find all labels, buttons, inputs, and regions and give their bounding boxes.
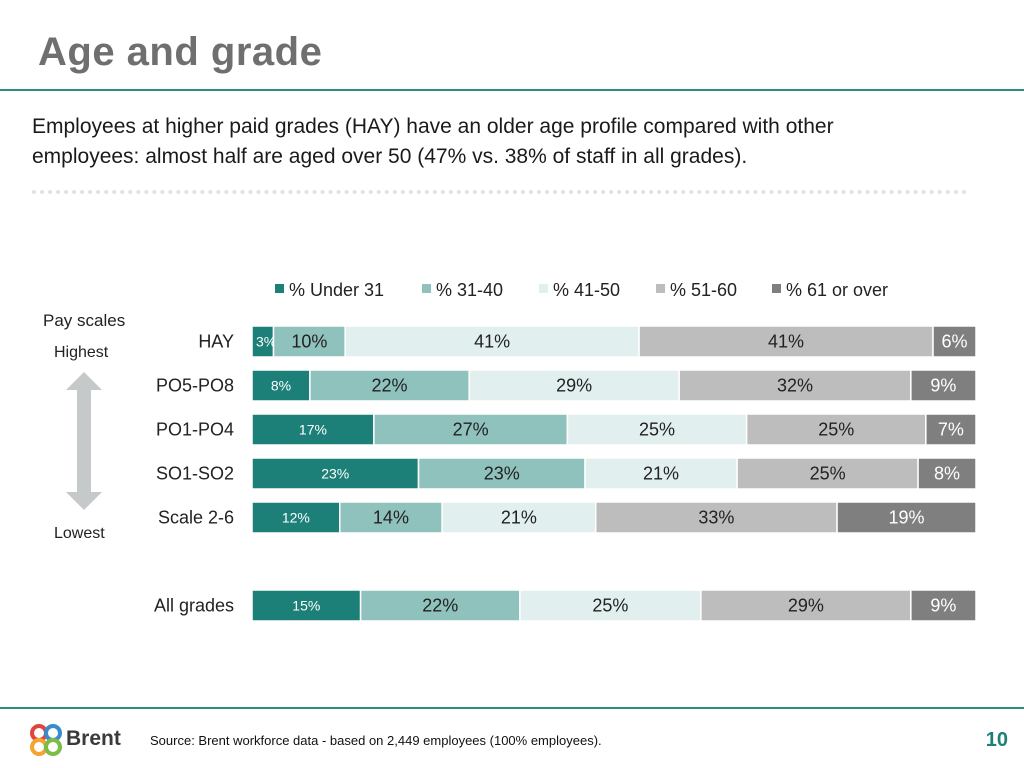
data-label: 9% (930, 376, 956, 396)
data-label: 12% (282, 510, 310, 526)
bar-segment (700, 589, 912, 622)
legend-label: % 31-40 (436, 280, 503, 300)
data-label: 6% (941, 332, 967, 352)
data-label: 25% (818, 420, 854, 440)
bar-segment (251, 413, 375, 446)
category-label: PO5-PO8 (156, 376, 234, 396)
data-label: 21% (643, 464, 679, 484)
category-label: HAY (198, 332, 234, 352)
bar-segment (441, 501, 597, 534)
category-label: All grades (154, 596, 234, 616)
legend-label: % Under 31 (289, 280, 384, 300)
slide-title: Age and grade (38, 30, 323, 74)
data-label: 19% (889, 508, 925, 528)
bar-segment (251, 457, 420, 490)
bar-segment (584, 457, 738, 490)
legend-swatch (656, 284, 665, 293)
bar-segment (344, 325, 640, 358)
bar-segment (638, 325, 934, 358)
page-number: 10 (985, 729, 1008, 751)
data-label: 7% (938, 420, 964, 440)
data-label: 9% (930, 596, 956, 616)
bar-segment (932, 325, 977, 358)
legend-swatch (539, 284, 548, 293)
legend-swatch (772, 284, 781, 293)
data-label: 33% (698, 508, 734, 528)
double-arrow-icon (66, 372, 102, 510)
bar-segment (594, 501, 838, 534)
chart-legend: % Under 31 % 31-40 % 41-50 % 51-60 % 61 or o… (275, 280, 888, 300)
bar-segment (309, 369, 470, 402)
data-label: 25% (592, 596, 628, 616)
legend-swatch (275, 284, 284, 293)
footer-divider (0, 707, 1024, 709)
bar-segment (745, 413, 927, 446)
bar-segment (678, 369, 912, 402)
bar-segment (910, 369, 977, 402)
bar-segment (251, 501, 341, 534)
legend-label: % 41-50 (553, 280, 620, 300)
data-label: 8% (934, 464, 960, 484)
pay-scales-title: Pay scales (43, 311, 125, 330)
bar-segment (272, 325, 346, 358)
lowest-label: Lowest (54, 525, 105, 542)
source-note: Source: Brent workforce data - based on … (150, 733, 602, 748)
data-label: 17% (299, 422, 327, 438)
data-label: 41% (474, 332, 510, 352)
data-label: 25% (810, 464, 846, 484)
pay-scale-axis: Pay scales Highest Lowest (43, 311, 125, 542)
brent-logo-text: Brent (66, 727, 121, 750)
bar-segment (468, 369, 680, 402)
category-label: Scale 2-6 (158, 508, 234, 528)
bar-segment (373, 413, 569, 446)
data-label: 29% (556, 376, 592, 396)
bar-segment (519, 589, 702, 622)
data-label: 10% (291, 332, 327, 352)
legend-swatch (422, 284, 431, 293)
data-label: 41% (768, 332, 804, 352)
data-label: 3% (256, 334, 276, 350)
data-label: 8% (271, 378, 291, 394)
data-label: 21% (501, 508, 537, 528)
data-label: 22% (422, 596, 458, 616)
highest-label: Highest (54, 344, 109, 361)
dotted-divider (32, 190, 967, 194)
title-divider (0, 89, 1024, 91)
age-grade-chart: % Under 31 % 31-40 % 41-50 % 51-60 % 61 or o… (43, 280, 977, 622)
category-label: PO1-PO4 (156, 420, 234, 440)
bar-segment (566, 413, 748, 446)
bar-segment (910, 589, 977, 622)
data-label: 29% (788, 596, 824, 616)
data-label: 27% (453, 420, 489, 440)
bar-segment (925, 413, 977, 446)
category-label: SO1-SO2 (156, 464, 234, 484)
data-label: 23% (321, 466, 349, 482)
data-label: 15% (292, 598, 320, 614)
data-label: 14% (373, 508, 409, 528)
legend-label: % 51-60 (670, 280, 737, 300)
brent-logo-icon (30, 724, 62, 756)
intro-text: Employees at higher paid grades (HAY) ha… (32, 115, 834, 168)
data-label: 22% (372, 376, 408, 396)
data-label: 23% (484, 464, 520, 484)
data-label: 25% (639, 420, 675, 440)
data-label: 32% (777, 376, 813, 396)
bar-segment (917, 457, 977, 490)
bar-segment (417, 457, 586, 490)
chart-bars: HAY 3% 10% 41% 41% 6% PO5-PO8 8% 22% 29% 32% 9% PO1-… (154, 325, 977, 622)
legend-label: % 61 or over (786, 280, 888, 300)
bar-segment (836, 501, 977, 534)
bar-segment (339, 501, 443, 534)
